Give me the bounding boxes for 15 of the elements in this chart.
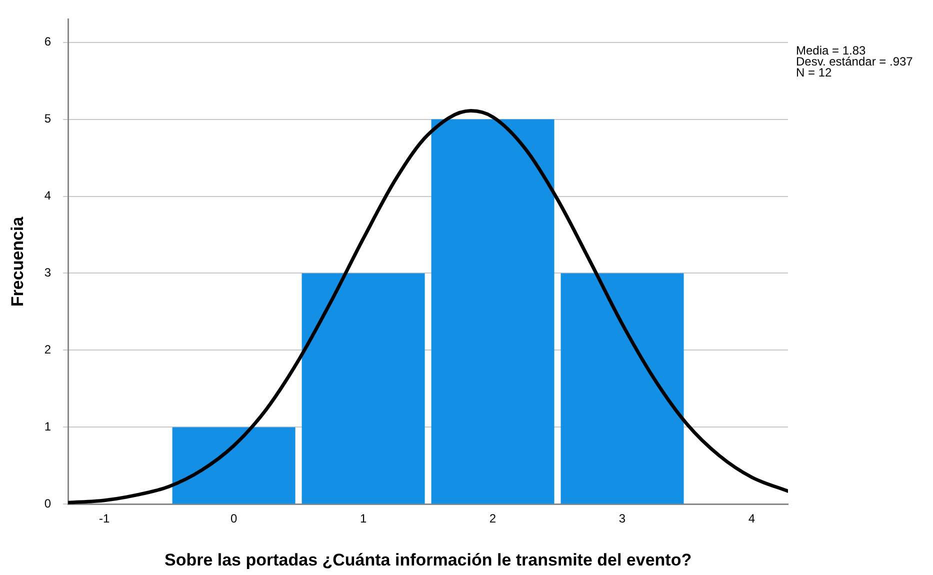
y-tick-label: 4	[44, 188, 52, 203]
y-axis-title: Frecuencia	[8, 216, 27, 307]
y-tick-label: 2	[44, 342, 52, 357]
x-tick-label: 1	[360, 512, 367, 526]
x-tick-label: 0	[230, 512, 238, 526]
x-tick-label: 4	[748, 512, 756, 526]
y-tick-label: 3	[44, 266, 52, 280]
y-tick-label: 1	[44, 420, 52, 434]
x-tick-label: -1	[98, 512, 110, 526]
x-tick-label: 3	[618, 512, 626, 526]
y-tick-label: 6	[44, 34, 52, 49]
y-tick-label: 5	[44, 112, 52, 126]
y-tick-label: 0	[44, 496, 52, 511]
x-tick-label: 2	[489, 512, 496, 526]
x-axis-title: Sobre las portadas ¿Cuánta información le transmite del evento?	[164, 550, 692, 570]
